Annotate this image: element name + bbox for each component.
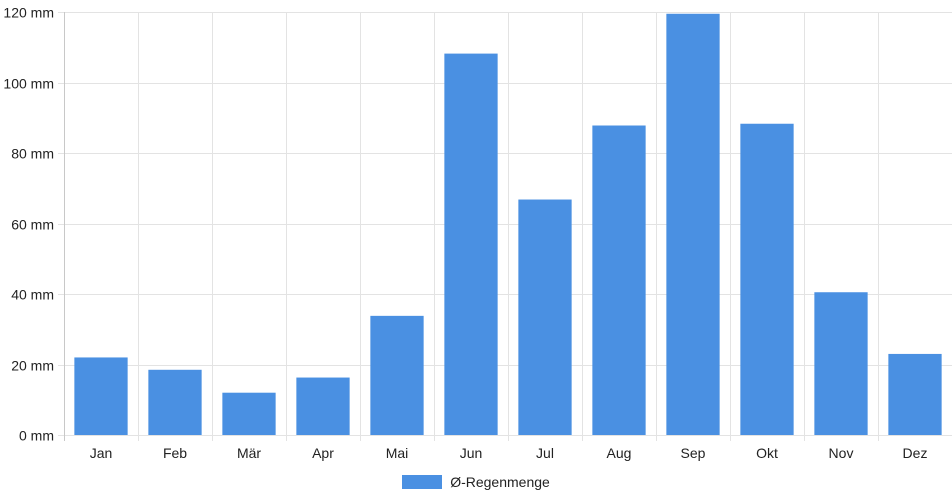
- y-tick-label: 120 mm: [3, 5, 54, 21]
- x-tick-label: Jul: [536, 445, 554, 461]
- bar-jul[interactable]: [518, 199, 572, 435]
- bar-jun[interactable]: [444, 53, 498, 435]
- bar-aug[interactable]: [592, 125, 646, 435]
- y-tick-label: 20 mm: [11, 358, 54, 374]
- x-tick-label: Apr: [312, 445, 334, 461]
- bar-okt[interactable]: [740, 123, 794, 436]
- y-tick-label: 60 mm: [11, 217, 54, 233]
- y-axis-tick-labels: 0 mm 20 mm 40 mm 60 mm 80 mm 100 mm 120 mm: [3, 5, 54, 444]
- legend-label: Ø-Regenmenge: [450, 474, 550, 490]
- y-tick-label: 0 mm: [19, 428, 54, 444]
- x-tick-label: Mai: [386, 445, 409, 461]
- x-tick-label: Feb: [163, 445, 187, 461]
- y-tick-label: 40 mm: [11, 287, 54, 303]
- bar-feb[interactable]: [148, 369, 202, 435]
- grid-lines: [58, 12, 952, 441]
- bar-dez[interactable]: [888, 353, 942, 435]
- y-tick-label: 100 mm: [3, 76, 54, 92]
- bar-apr[interactable]: [296, 377, 350, 435]
- bar-mär[interactable]: [222, 392, 276, 435]
- bar-mai[interactable]: [370, 315, 424, 435]
- x-axis-tick-labels: Jan Feb Mär Apr Mai Jun Jul Aug Sep Okt Nov Dez: [90, 445, 928, 461]
- x-tick-label: Okt: [756, 445, 778, 461]
- legend[interactable]: Ø-Regenmenge: [0, 470, 952, 494]
- bar-jan[interactable]: [74, 357, 128, 435]
- bars: [74, 13, 942, 436]
- bar-nov[interactable]: [814, 292, 868, 435]
- rainfall-bar-chart: 0 mm 20 mm 40 mm 60 mm 80 mm 100 mm 120 mm Jan…: [3, 5, 952, 461]
- x-tick-label: Aug: [607, 445, 632, 461]
- legend-swatch: [402, 475, 443, 489]
- y-tick-label: 80 mm: [11, 146, 54, 162]
- bar-sep[interactable]: [666, 13, 720, 435]
- x-tick-label: Mär: [237, 445, 261, 461]
- x-tick-label: Nov: [829, 445, 854, 461]
- x-tick-label: Dez: [903, 445, 928, 461]
- x-tick-label: Jun: [460, 445, 483, 461]
- x-tick-label: Sep: [681, 445, 706, 461]
- x-tick-label: Jan: [90, 445, 113, 461]
